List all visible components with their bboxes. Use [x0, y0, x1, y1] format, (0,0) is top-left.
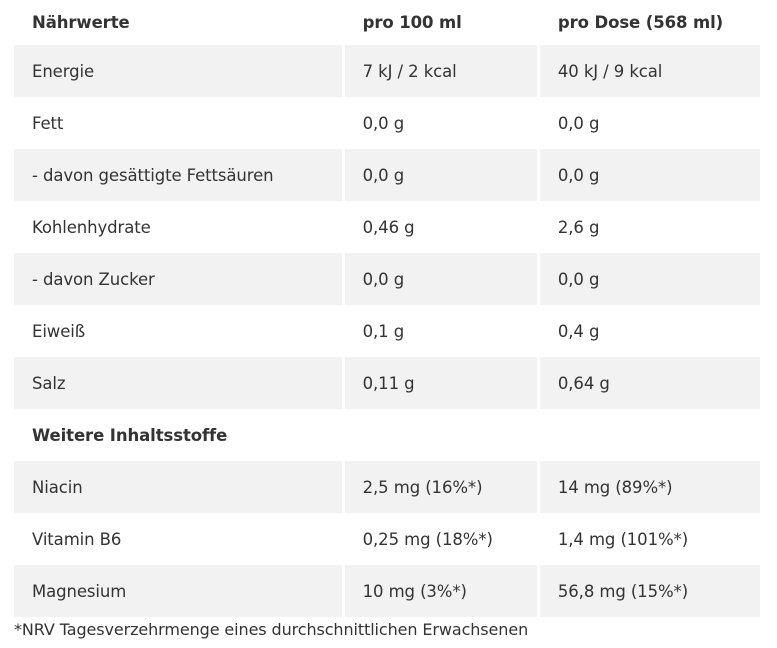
ingredient-name: Vitamin B6: [32, 529, 122, 549]
nutrient-name: Eiweiß: [32, 321, 86, 341]
nutrient-per-can: 40 kJ / 9 kcal: [539, 45, 760, 97]
ingredient-per-can: 56,8 mg (15%*): [539, 565, 760, 617]
table-row: Eiweiß 0,1 g 0,4 g: [14, 305, 760, 357]
table-row: Salz 0,11 g 0,64 g: [14, 357, 760, 409]
nutrient-per-100ml: 7 kJ / 2 kcal: [344, 45, 537, 97]
nutrient-name: Salz: [14, 357, 342, 409]
table-row: - davon gesättigte Fettsäuren 0,0 g 0,0 …: [14, 149, 760, 201]
ingredient-name: Magnesium: [14, 565, 342, 617]
header-per-can: pro Dose (568 ml): [557, 13, 724, 32]
nutrient-per-can: 0,0 g: [539, 149, 760, 201]
nutrient-per-can: 0,64 g: [539, 357, 760, 409]
ingredient-per-can: 14 mg (89%*): [539, 461, 760, 513]
ingredient-per-100ml: 10 mg (3%*): [344, 565, 537, 617]
nutrient-name: Kohlenhydrate: [32, 217, 151, 237]
nutrient-per-can: 0,0 g: [539, 253, 760, 305]
nutrient-name: - davon Zucker: [14, 253, 342, 305]
ingredient-name: Niacin: [14, 461, 342, 513]
nutrient-name: Fett: [32, 113, 64, 133]
section-header-row: Weitere Inhaltsstoffe: [14, 409, 760, 461]
header-per-100ml: pro 100 ml: [362, 13, 462, 32]
nutrition-table: Nährwerte pro 100 ml pro Dose (568 ml) E…: [14, 0, 760, 617]
table-row: Vitamin B6 0,25 mg (18%*) 1,4 mg (101%*): [14, 513, 760, 565]
footnote: *NRV Tagesverzehrmenge eines durchschnit…: [14, 620, 529, 639]
table-row: Niacin 2,5 mg (16%*) 14 mg (89%*): [14, 461, 760, 513]
table-row: Magnesium 10 mg (3%*) 56,8 mg (15%*): [14, 565, 760, 617]
nutrient-name: - davon gesättigte Fettsäuren: [14, 149, 342, 201]
nutrient-name: Energie: [14, 45, 342, 97]
nutrient-per-100ml: 0,11 g: [344, 357, 537, 409]
nutrient-per-100ml: 0,0 g: [344, 149, 537, 201]
ingredient-per-can: 1,4 mg (101%*): [557, 529, 689, 549]
table-row: - davon Zucker 0,0 g 0,0 g: [14, 253, 760, 305]
nutrient-per-can: 0,4 g: [557, 321, 600, 341]
nutrient-per-100ml: 0,0 g: [362, 113, 405, 133]
nutrient-per-100ml: 0,1 g: [362, 321, 405, 341]
table-row: Kohlenhydrate 0,46 g 2,6 g: [14, 201, 760, 253]
ingredient-per-100ml: 2,5 mg (16%*): [344, 461, 537, 513]
header-nutrients: Nährwerte: [32, 13, 130, 32]
section-title: Weitere Inhaltsstoffe: [32, 425, 228, 445]
table-row: Fett 0,0 g 0,0 g: [14, 97, 760, 149]
nutrient-per-100ml: 0,0 g: [344, 253, 537, 305]
table-header-row: Nährwerte pro 100 ml pro Dose (568 ml): [14, 0, 760, 45]
ingredient-per-100ml: 0,25 mg (18%*): [362, 529, 493, 549]
nutrient-per-can: 2,6 g: [557, 217, 600, 237]
nutrient-per-can: 0,0 g: [557, 113, 600, 133]
table-row: Energie 7 kJ / 2 kcal 40 kJ / 9 kcal: [14, 45, 760, 97]
nutrient-per-100ml: 0,46 g: [362, 217, 415, 237]
